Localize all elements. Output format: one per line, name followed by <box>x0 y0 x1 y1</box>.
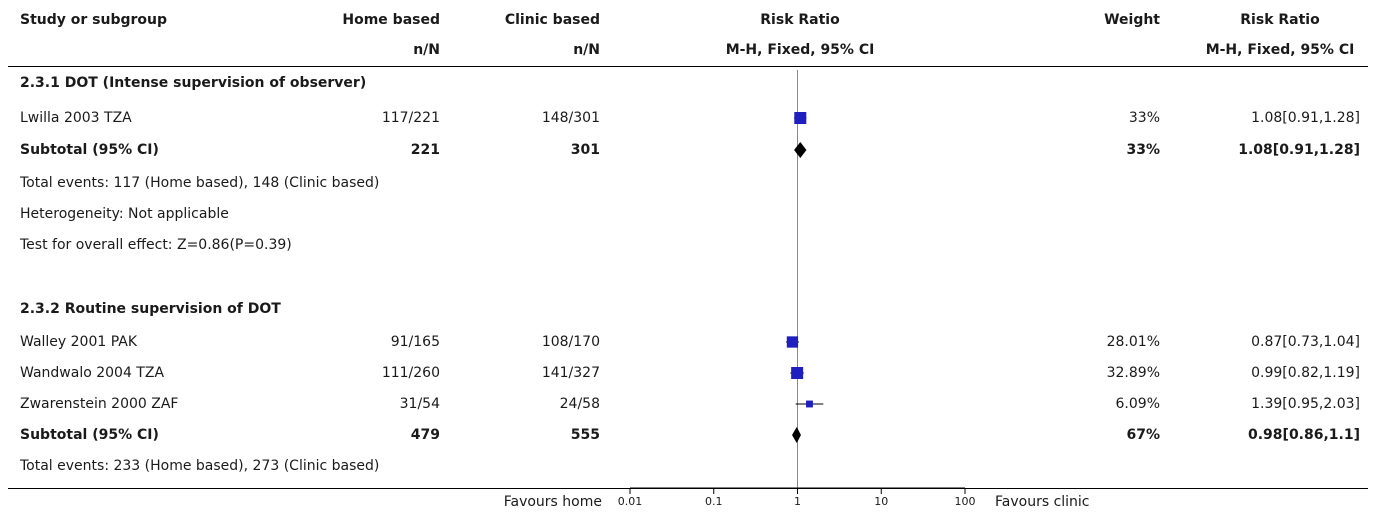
favours-right-label: Favours clinic <box>995 494 1090 510</box>
subtotal-weight: 33% <box>1126 142 1160 158</box>
subtotal-home: 479 <box>410 427 440 443</box>
study-ci: 1.08[0.91,1.28] <box>1251 110 1360 126</box>
study-clinic: 24/58 <box>559 396 600 412</box>
subtotal-ci: 0.98[0.86,1.1] <box>1248 427 1360 443</box>
study-home: 111/260 <box>381 365 440 381</box>
header-method-2: M-H, Fixed, 95% CI <box>1205 42 1355 58</box>
study-square <box>791 367 804 379</box>
subtotal-label: Subtotal (95% CI) <box>20 427 159 443</box>
study-ci: 1.39[0.95,2.03] <box>1251 396 1360 412</box>
header-method: M-H, Fixed, 95% CI <box>725 42 875 58</box>
study-name: Lwilla 2003 TZA <box>20 110 132 126</box>
subtotal-diamond <box>794 142 807 158</box>
header-rule <box>8 66 1368 67</box>
x-tick-label: 10 <box>874 495 888 508</box>
study-ci: 0.87[0.73,1.04] <box>1251 334 1360 350</box>
header-study: Study or subgroup <box>20 12 168 28</box>
header-nN-home: n/N <box>413 42 440 58</box>
study-name: Walley 2001 PAK <box>20 334 138 350</box>
x-tick-label: 100 <box>955 495 976 508</box>
header-risk-ratio-2: Risk Ratio <box>1240 12 1320 28</box>
group-title: 2.3.1 DOT (Intense supervision of observ… <box>20 75 367 91</box>
study-home: 31/54 <box>399 396 440 412</box>
group-note: Total events: 117 (Home based), 148 (Cli… <box>20 175 380 191</box>
header-nN-clinic: n/N <box>573 42 600 58</box>
group-note: Heterogeneity: Not applicable <box>20 206 229 222</box>
header-risk-ratio: Risk Ratio <box>760 12 840 28</box>
study-weight: 28.01% <box>1106 334 1160 350</box>
group-title: 2.3.2 Routine supervision of DOT <box>20 301 281 317</box>
header-clinic: Clinic based <box>504 12 600 28</box>
study-name: Wandwalo 2004 TZA <box>20 365 165 381</box>
subtotal-ci: 1.08[0.91,1.28] <box>1238 142 1360 158</box>
subtotal-clinic: 301 <box>570 142 600 158</box>
x-tick-label: 1 <box>794 495 801 508</box>
subtotal-weight: 67% <box>1126 427 1160 443</box>
study-home: 91/165 <box>390 334 440 350</box>
x-tick-label: 0.01 <box>618 495 643 508</box>
study-name: Zwarenstein 2000 ZAF <box>20 396 179 412</box>
study-square <box>786 336 799 348</box>
x-tick-label: 0.1 <box>705 495 723 508</box>
subtotal-clinic: 555 <box>570 427 600 443</box>
study-square <box>806 400 813 408</box>
study-weight: 32.89% <box>1106 365 1160 381</box>
study-home: 117/221 <box>381 110 440 126</box>
group-note: Test for overall effect: Z=0.86(P=0.39) <box>20 237 292 253</box>
header-home: Home based <box>342 12 440 28</box>
study-weight: 33% <box>1128 110 1160 126</box>
study-clinic: 141/327 <box>541 365 600 381</box>
subtotal-diamond <box>792 427 801 443</box>
study-clinic: 108/170 <box>541 334 600 350</box>
study-square <box>794 112 807 124</box>
subtotal-label: Subtotal (95% CI) <box>20 142 159 158</box>
header-weight: Weight <box>1104 12 1160 28</box>
footer-rule <box>8 488 1368 489</box>
group-note: Total events: 233 (Home based), 273 (Cli… <box>20 458 380 474</box>
study-ci: 0.99[0.82,1.19] <box>1251 365 1360 381</box>
subtotal-home: 221 <box>410 142 440 158</box>
study-weight: 6.09% <box>1115 396 1160 412</box>
study-clinic: 148/301 <box>541 110 600 126</box>
favours-left-label: Favours home <box>503 494 602 510</box>
